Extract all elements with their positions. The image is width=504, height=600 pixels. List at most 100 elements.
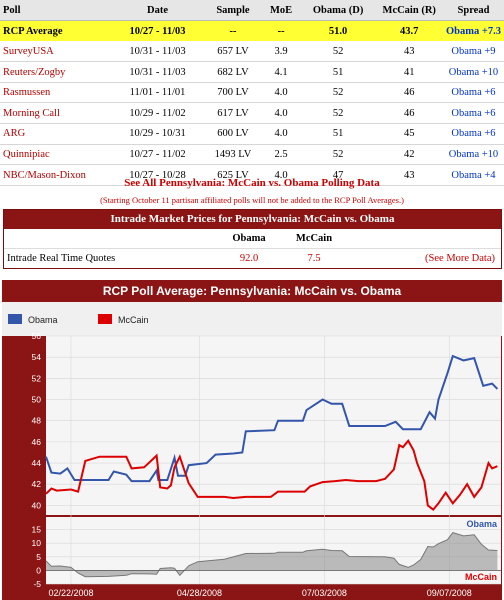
table-row: Reuters/Zogby 10/31 - 11/03 682 LV 4.1 5… [0, 61, 504, 83]
spread-y-tick-label: 0 [36, 565, 41, 575]
poll-moe: 4.0 [261, 164, 301, 186]
poll-spread: Obama +6 [442, 123, 504, 145]
poll-table-header: Poll Date Sample MoE Obama (D) McCain (R… [0, 0, 504, 22]
poll-table: Poll Date Sample MoE Obama (D) McCain (R… [0, 0, 504, 186]
poll-name-link[interactable]: Reuters/Zogby [0, 61, 111, 83]
poll-mccain: 43 [375, 41, 443, 63]
poll-obama: 51 [300, 61, 376, 83]
intrade-col-obama: Obama [232, 233, 266, 244]
spread-label-mccain: McCain [465, 572, 497, 582]
poll-name-link[interactable]: Quinnipiac [0, 144, 111, 166]
spread-y-tick-label: -5 [33, 579, 41, 589]
main-y-tick-label: 52 [32, 373, 42, 383]
poll-mccain: 42 [375, 144, 443, 166]
poll-sample: 1493 LV [204, 144, 262, 166]
legend-swatch-obama [8, 314, 22, 324]
chart-title: RCP Poll Average: Pennsylvania: McCain v… [102, 284, 402, 298]
poll-mccain: 43 [375, 164, 443, 186]
intrade-mccain-price: 7.5 [307, 253, 321, 264]
poll-obama: 52 [300, 102, 376, 125]
poll-spread: Obama +9 [442, 41, 504, 63]
series-line-obama [45, 354, 499, 483]
x-tick-label: 07/03/2008 [302, 588, 347, 598]
poll-name-link[interactable]: ARG [0, 123, 111, 145]
header-poll: Poll [0, 0, 111, 22]
poll-sample: 600 LV [204, 123, 262, 145]
partisan-polls-note: (Starting October 11 partisan affiliated… [100, 195, 404, 205]
average-spread: Obama +7.3 [442, 20, 504, 42]
intrade-title: Intrade Market Prices for Pennsylvania: … [4, 210, 501, 229]
table-row: NBC/Mason-Dixon 10/27 - 10/28 625 LV 4.0… [0, 164, 504, 186]
poll-date: 10/29 - 11/02 [110, 102, 205, 125]
spread-y-tick-label: 5 [36, 552, 41, 562]
poll-sample: 682 LV [204, 61, 262, 83]
intrade-row-label: Intrade Real Time Quotes [7, 253, 116, 264]
header-mccain: McCain (R) [375, 0, 443, 22]
table-row: Quinnipiac 10/27 - 11/02 1493 LV 2.5 52 … [0, 144, 504, 166]
poll-date: 10/27 - 11/02 [110, 144, 205, 166]
poll-mccain: 46 [375, 102, 443, 125]
series-line-mccain [45, 439, 498, 511]
spread-area [46, 532, 498, 577]
intrade-quotes-row: Intrade Real Time Quotes 92.0 7.5 (See M… [4, 248, 501, 268]
poll-spread: Obama +4 [442, 164, 504, 186]
table-row: ARG 10/29 - 10/31 600 LV 4.0 51 45 Obama… [0, 123, 504, 145]
rcp-average-row: RCP Average 10/27 - 11/03 -- -- 51.0 43.… [0, 20, 504, 42]
intrade-col-mccain: McCain [295, 233, 333, 244]
poll-name-link[interactable]: Rasmussen [0, 82, 111, 104]
average-poll: RCP Average [0, 20, 111, 42]
poll-obama: 51 [300, 123, 376, 145]
main-panel-bg [46, 336, 501, 516]
poll-date: 11/01 - 11/01 [110, 82, 205, 104]
chart-svg: Obama McCain 40 42 44 46 48 50 52 54 56 -5 0 5 10 15 Oba… [2, 302, 502, 598]
main-y-tick-label: 54 [32, 352, 42, 362]
main-y-tick-label: 56 [32, 331, 42, 341]
header-obama: Obama (D) [300, 0, 376, 22]
intrade-col-spacer [4, 229, 219, 248]
main-y-tick-label: 46 [32, 437, 42, 447]
poll-name-link[interactable]: NBC/Mason-Dixon [0, 164, 111, 186]
poll-moe: 4.0 [261, 102, 301, 125]
poll-moe: 3.9 [261, 41, 301, 63]
x-tick-label: 09/07/2008 [427, 588, 472, 598]
poll-spread: Obama +6 [442, 102, 504, 125]
poll-date: 10/31 - 11/03 [110, 41, 205, 63]
main-y-tick-label: 40 [32, 500, 42, 510]
header-sample: Sample [204, 0, 262, 22]
poll-date: 10/27 - 10/28 [110, 164, 205, 186]
poll-mccain: 46 [375, 82, 443, 104]
intrade-column-headers: Obama McCain [4, 229, 501, 248]
spread-y-tick-label: 10 [32, 538, 42, 548]
x-tick-label: 02/22/2008 [48, 588, 93, 598]
x-tick-label: 04/28/2008 [177, 588, 222, 598]
see-all-polling-link[interactable]: See All Pennsylvania: McCain vs. Obama P… [124, 177, 380, 189]
table-row: SurveyUSA 10/31 - 11/03 657 LV 3.9 52 43… [0, 41, 504, 63]
table-row: Morning Call 10/29 - 11/02 617 LV 4.0 52… [0, 102, 504, 125]
intrade-box: Intrade Market Prices for Pennsylvania: … [3, 209, 502, 269]
table-row: Rasmussen 11/01 - 11/01 700 LV 4.0 52 46… [0, 82, 504, 104]
poll-moe: 4.0 [261, 123, 301, 145]
rcp-poll-average-chart: RCP Poll Average: Pennsylvania: McCain v… [2, 280, 502, 600]
poll-spread: Obama +6 [442, 82, 504, 104]
poll-moe: 4.1 [261, 61, 301, 83]
main-y-tick-label: 44 [32, 458, 42, 468]
poll-moe: 2.5 [261, 144, 301, 166]
legend-label-mccain: McCain [118, 315, 149, 325]
average-date: 10/27 - 11/03 [110, 20, 205, 42]
poll-obama: 52 [300, 41, 376, 63]
intrade-col-more-spacer [349, 229, 501, 248]
header-spread: Spread [442, 0, 504, 22]
spread-y-tick-label: 15 [32, 525, 42, 535]
average-obama: 51.0 [300, 20, 376, 42]
poll-spread: Obama +10 [442, 61, 504, 83]
poll-obama: 47 [300, 164, 376, 186]
poll-spread: Obama +10 [442, 144, 504, 166]
poll-name-link[interactable]: Morning Call [0, 102, 111, 125]
poll-sample: 657 LV [204, 41, 262, 63]
legend-band [2, 302, 502, 336]
poll-mccain: 41 [375, 61, 443, 83]
poll-moe: 4.0 [261, 82, 301, 104]
intrade-see-more-link[interactable]: (See More Data) [425, 253, 495, 264]
poll-name-link[interactable]: SurveyUSA [0, 41, 111, 63]
average-mccain: 43.7 [375, 20, 443, 42]
